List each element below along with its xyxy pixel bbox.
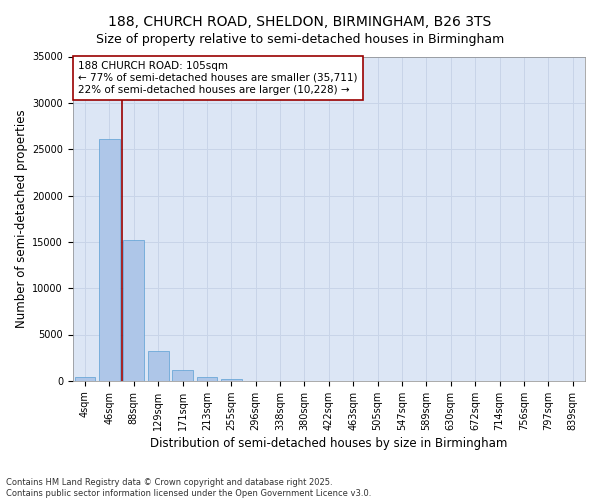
Bar bbox=[74, 377, 95, 381]
Bar bbox=[172, 370, 193, 381]
Bar bbox=[124, 240, 144, 381]
Bar bbox=[221, 380, 242, 381]
Bar bbox=[99, 139, 120, 381]
Text: Size of property relative to semi-detached houses in Birmingham: Size of property relative to semi-detach… bbox=[96, 32, 504, 46]
Text: Contains HM Land Registry data © Crown copyright and database right 2025.
Contai: Contains HM Land Registry data © Crown c… bbox=[6, 478, 371, 498]
Bar bbox=[148, 351, 169, 381]
X-axis label: Distribution of semi-detached houses by size in Birmingham: Distribution of semi-detached houses by … bbox=[150, 437, 508, 450]
Y-axis label: Number of semi-detached properties: Number of semi-detached properties bbox=[15, 110, 28, 328]
Text: 188, CHURCH ROAD, SHELDON, BIRMINGHAM, B26 3TS: 188, CHURCH ROAD, SHELDON, BIRMINGHAM, B… bbox=[109, 15, 491, 29]
Text: 188 CHURCH ROAD: 105sqm
← 77% of semi-detached houses are smaller (35,711)
22% o: 188 CHURCH ROAD: 105sqm ← 77% of semi-de… bbox=[78, 62, 358, 94]
Bar bbox=[197, 376, 217, 381]
